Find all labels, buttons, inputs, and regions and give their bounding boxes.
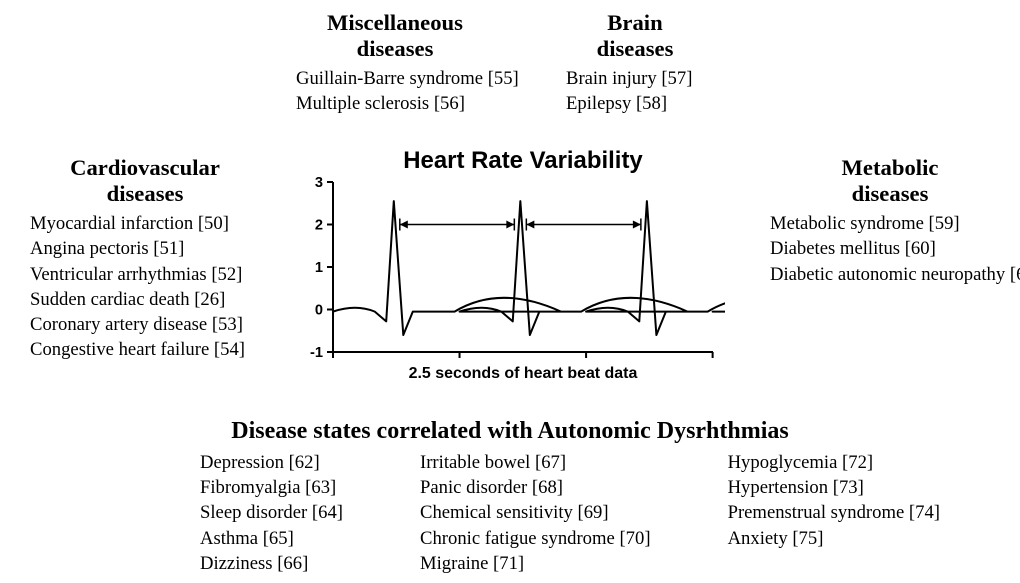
list-item: Sudden cardiac death [26] bbox=[30, 287, 260, 312]
list-item: Hypoglycemia [72] bbox=[728, 450, 940, 475]
metabolic-heading-l1: Metabolic bbox=[842, 155, 939, 180]
list-item: Depression [62] bbox=[200, 450, 343, 475]
ytick-label: 3 bbox=[315, 175, 323, 191]
ytick-label: -1 bbox=[310, 345, 323, 361]
cardio-heading-l1: Cardiovascular bbox=[70, 155, 220, 180]
dysrhythmias-column: Irritable bowel [67]Panic disorder [68]C… bbox=[420, 450, 651, 576]
list-item: Hypertension [73] bbox=[728, 475, 940, 500]
ytick-label: 1 bbox=[315, 260, 323, 276]
list-item: Angina pectoris [51] bbox=[30, 236, 260, 261]
dysrhythmias-heading: Disease states correlated with Autonomic… bbox=[0, 418, 1020, 445]
list-item: Epilepsy [58] bbox=[566, 91, 710, 116]
list-item: Ventricular arrhythmias [52] bbox=[30, 262, 260, 287]
dysrhythmias-column: Depression [62]Fibromyalgia [63]Sleep di… bbox=[200, 450, 343, 576]
rr-interval-arrow bbox=[526, 219, 641, 231]
brain-diseases-block: Brain diseases Brain injury [57]Epilepsy… bbox=[560, 10, 710, 117]
hrv-chart-svg: Heart Rate Variability -1 0 1 2 3 2.5 seconds … bbox=[285, 140, 725, 400]
cardio-items: Myocardial infarction [50]Angina pectori… bbox=[30, 211, 260, 362]
misc-heading-l1: Miscellaneous bbox=[327, 10, 463, 35]
brain-items: Brain injury [57]Epilepsy [58] bbox=[566, 66, 710, 116]
brain-heading: Brain diseases bbox=[560, 10, 710, 62]
hrv-chart: Heart Rate Variability -1 0 1 2 3 2.5 seconds … bbox=[285, 140, 725, 400]
misc-items: Guillain-Barre syndrome [55]Multiple scl… bbox=[296, 66, 500, 116]
cardio-heading: Cardiovascular diseases bbox=[30, 155, 260, 207]
list-item: Chronic fatigue syndrome [70] bbox=[420, 526, 651, 551]
list-item: Irritable bowel [67] bbox=[420, 450, 651, 475]
metabolic-heading: Metabolic diseases bbox=[770, 155, 1010, 207]
list-item: Asthma [65] bbox=[200, 526, 343, 551]
metabolic-heading-l2: diseases bbox=[852, 181, 929, 206]
list-item: Diabetes mellitus [60] bbox=[770, 236, 1010, 261]
x-axis-label: 2.5 seconds of heart beat data bbox=[409, 365, 638, 382]
ecg-trace bbox=[333, 201, 725, 335]
list-item: Sleep disorder [64] bbox=[200, 500, 343, 525]
dysrhythmias-column: Hypoglycemia [72]Hypertension [73]Premen… bbox=[728, 450, 940, 576]
misc-diseases-block: Miscellaneous diseases Guillain-Barre sy… bbox=[290, 10, 500, 117]
list-item: Myocardial infarction [50] bbox=[30, 211, 260, 236]
cardio-diseases-block: Cardiovascular diseases Myocardial infar… bbox=[30, 155, 260, 362]
chart-title: Heart Rate Variability bbox=[403, 147, 643, 174]
list-item: Panic disorder [68] bbox=[420, 475, 651, 500]
list-item: Multiple sclerosis [56] bbox=[296, 91, 500, 116]
list-item: Congestive heart failure [54] bbox=[30, 337, 260, 362]
misc-heading-l2: diseases bbox=[357, 36, 434, 61]
list-item: Diabetic autonomic neuropathy [61] bbox=[770, 262, 1010, 287]
list-item: Coronary artery disease [53] bbox=[30, 312, 260, 337]
list-item: Migraine [71] bbox=[420, 551, 651, 576]
brain-heading-l1: Brain bbox=[607, 10, 662, 35]
rr-interval-arrow bbox=[400, 219, 515, 231]
dysrhythmias-heading-text: Disease states correlated with Autonomic… bbox=[231, 418, 789, 444]
metabolic-diseases-block: Metabolic diseases Metabolic syndrome [5… bbox=[770, 155, 1010, 287]
list-item: Anxiety [75] bbox=[728, 526, 940, 551]
list-item: Guillain-Barre syndrome [55] bbox=[296, 66, 500, 91]
ytick-label: 2 bbox=[315, 218, 323, 234]
brain-heading-l2: diseases bbox=[597, 36, 674, 61]
metabolic-items: Metabolic syndrome [59]Diabetes mellitus… bbox=[770, 211, 1010, 287]
dysrhythmias-columns: Depression [62]Fibromyalgia [63]Sleep di… bbox=[200, 450, 940, 576]
list-item: Brain injury [57] bbox=[566, 66, 710, 91]
list-item: Premenstrual syndrome [74] bbox=[728, 500, 940, 525]
list-item: Metabolic syndrome [59] bbox=[770, 211, 1010, 236]
cardio-heading-l2: diseases bbox=[107, 181, 184, 206]
list-item: Dizziness [66] bbox=[200, 551, 343, 576]
ytick-label: 0 bbox=[315, 303, 323, 319]
list-item: Chemical sensitivity [69] bbox=[420, 500, 651, 525]
list-item: Fibromyalgia [63] bbox=[200, 475, 343, 500]
misc-heading: Miscellaneous diseases bbox=[290, 10, 500, 62]
